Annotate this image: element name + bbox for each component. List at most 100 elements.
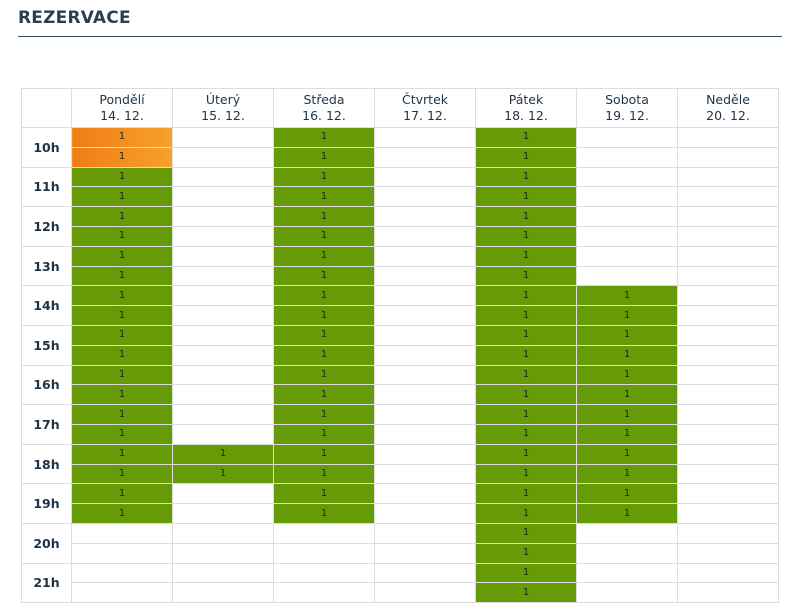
- empty-slot-sat[interactable]: [576, 522, 678, 544]
- booked-slot-sat[interactable]: 1: [576, 463, 678, 485]
- booked-slot-fri[interactable]: 1: [475, 443, 577, 465]
- empty-slot-tue[interactable]: [172, 127, 274, 148]
- selected-slot-mon[interactable]: 1: [71, 127, 173, 148]
- booked-slot-fri[interactable]: 1: [475, 225, 577, 247]
- booked-slot-fri[interactable]: 1: [475, 384, 577, 406]
- empty-slot-tue[interactable]: [172, 522, 274, 544]
- empty-slot-thu[interactable]: [374, 503, 476, 524]
- empty-slot-sun[interactable]: [677, 503, 779, 524]
- booked-slot-mon[interactable]: 1: [71, 404, 173, 425]
- empty-slot-tue[interactable]: [172, 503, 274, 524]
- empty-slot-sun[interactable]: [677, 344, 779, 366]
- empty-slot-mon[interactable]: [71, 562, 173, 584]
- booked-slot-sat[interactable]: 1: [576, 384, 678, 406]
- empty-slot-sun[interactable]: [677, 206, 779, 227]
- booked-slot-fri[interactable]: 1: [475, 206, 577, 227]
- booked-slot-fri[interactable]: 1: [475, 186, 577, 208]
- booked-slot-sat[interactable]: 1: [576, 404, 678, 425]
- booked-slot-fri[interactable]: 1: [475, 463, 577, 485]
- booked-slot-mon[interactable]: 1: [71, 344, 173, 366]
- empty-slot-mon[interactable]: [71, 582, 173, 604]
- booked-slot-wed[interactable]: 1: [273, 206, 375, 227]
- empty-slot-sun[interactable]: [677, 285, 779, 307]
- empty-slot-thu[interactable]: [374, 166, 476, 188]
- booked-slot-sat[interactable]: 1: [576, 324, 678, 346]
- empty-slot-thu[interactable]: [374, 206, 476, 227]
- empty-slot-sat[interactable]: [576, 582, 678, 604]
- empty-slot-mon[interactable]: [71, 522, 173, 544]
- booked-slot-fri[interactable]: 1: [475, 522, 577, 544]
- booked-slot-fri[interactable]: 1: [475, 285, 577, 307]
- booked-slot-sat[interactable]: 1: [576, 503, 678, 524]
- empty-slot-tue[interactable]: [172, 423, 274, 445]
- empty-slot-thu[interactable]: [374, 305, 476, 326]
- booked-slot-wed[interactable]: 1: [273, 285, 375, 307]
- empty-slot-sun[interactable]: [677, 245, 779, 267]
- booked-slot-fri[interactable]: 1: [475, 245, 577, 267]
- empty-slot-thu[interactable]: [374, 146, 476, 168]
- empty-slot-thu[interactable]: [374, 582, 476, 604]
- empty-slot-sat[interactable]: [576, 127, 678, 148]
- booked-slot-mon[interactable]: 1: [71, 503, 173, 524]
- booked-slot-mon[interactable]: 1: [71, 285, 173, 307]
- empty-slot-sun[interactable]: [677, 146, 779, 168]
- empty-slot-thu[interactable]: [374, 463, 476, 485]
- empty-slot-thu[interactable]: [374, 562, 476, 584]
- empty-slot-sun[interactable]: [677, 582, 779, 604]
- empty-slot-sat[interactable]: [576, 562, 678, 584]
- booked-slot-fri[interactable]: 1: [475, 542, 577, 564]
- booked-slot-mon[interactable]: 1: [71, 443, 173, 465]
- booked-slot-wed[interactable]: 1: [273, 146, 375, 168]
- booked-slot-wed[interactable]: 1: [273, 186, 375, 208]
- booked-slot-fri[interactable]: 1: [475, 146, 577, 168]
- booked-slot-wed[interactable]: 1: [273, 344, 375, 366]
- empty-slot-sun[interactable]: [677, 562, 779, 584]
- empty-slot-tue[interactable]: [172, 186, 274, 208]
- booked-slot-fri[interactable]: 1: [475, 503, 577, 524]
- empty-slot-thu[interactable]: [374, 324, 476, 346]
- booked-slot-sat[interactable]: 1: [576, 344, 678, 366]
- empty-slot-tue[interactable]: [172, 245, 274, 267]
- booked-slot-wed[interactable]: 1: [273, 463, 375, 485]
- booked-slot-wed[interactable]: 1: [273, 265, 375, 287]
- empty-slot-thu[interactable]: [374, 225, 476, 247]
- empty-slot-tue[interactable]: [172, 344, 274, 366]
- booked-slot-sat[interactable]: 1: [576, 285, 678, 307]
- empty-slot-wed[interactable]: [273, 582, 375, 604]
- empty-slot-sat[interactable]: [576, 225, 678, 247]
- empty-slot-tue[interactable]: [172, 305, 274, 326]
- booked-slot-sat[interactable]: 1: [576, 423, 678, 445]
- empty-slot-sun[interactable]: [677, 443, 779, 465]
- booked-slot-sat[interactable]: 1: [576, 483, 678, 505]
- booked-slot-wed[interactable]: 1: [273, 225, 375, 247]
- booked-slot-mon[interactable]: 1: [71, 423, 173, 445]
- empty-slot-thu[interactable]: [374, 265, 476, 287]
- empty-slot-tue[interactable]: [172, 206, 274, 227]
- booked-slot-sat[interactable]: 1: [576, 443, 678, 465]
- empty-slot-sun[interactable]: [677, 364, 779, 386]
- booked-slot-fri[interactable]: 1: [475, 582, 577, 604]
- empty-slot-sun[interactable]: [677, 463, 779, 485]
- booked-slot-wed[interactable]: 1: [273, 443, 375, 465]
- empty-slot-sat[interactable]: [576, 166, 678, 188]
- booked-slot-wed[interactable]: 1: [273, 503, 375, 524]
- empty-slot-tue[interactable]: [172, 384, 274, 406]
- empty-slot-mon[interactable]: [71, 542, 173, 564]
- empty-slot-sun[interactable]: [677, 186, 779, 208]
- booked-slot-mon[interactable]: 1: [71, 245, 173, 267]
- booked-slot-wed[interactable]: 1: [273, 423, 375, 445]
- booked-slot-wed[interactable]: 1: [273, 483, 375, 505]
- booked-slot-fri[interactable]: 1: [475, 364, 577, 386]
- empty-slot-tue[interactable]: [172, 285, 274, 307]
- empty-slot-thu[interactable]: [374, 404, 476, 425]
- empty-slot-thu[interactable]: [374, 245, 476, 267]
- empty-slot-sun[interactable]: [677, 225, 779, 247]
- empty-slot-thu[interactable]: [374, 423, 476, 445]
- booked-slot-mon[interactable]: 1: [71, 206, 173, 227]
- empty-slot-tue[interactable]: [172, 146, 274, 168]
- empty-slot-wed[interactable]: [273, 522, 375, 544]
- empty-slot-tue[interactable]: [172, 562, 274, 584]
- booked-slot-fri[interactable]: 1: [475, 562, 577, 584]
- booked-slot-fri[interactable]: 1: [475, 324, 577, 346]
- empty-slot-sun[interactable]: [677, 404, 779, 425]
